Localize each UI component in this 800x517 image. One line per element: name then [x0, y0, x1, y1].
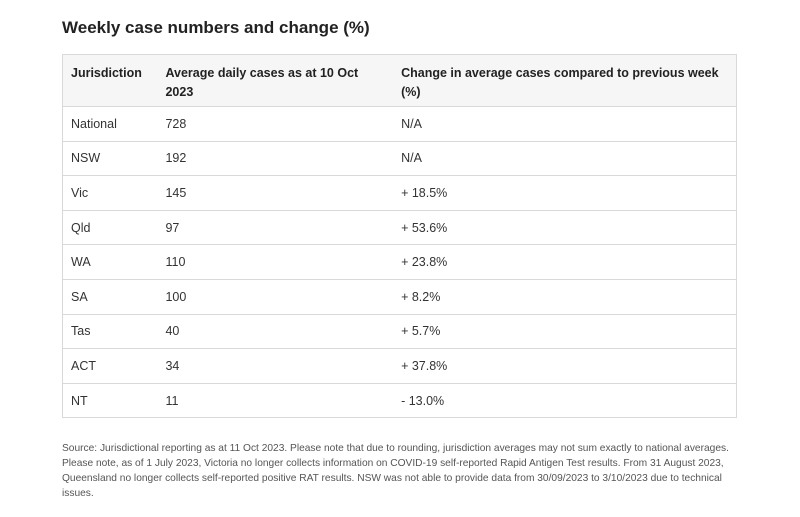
cell-average-cases: 40 — [157, 313, 394, 350]
cell-change: - 13.0% — [393, 382, 738, 419]
cell-average-cases: 100 — [157, 278, 394, 315]
case-numbers-table: Jurisdiction Average daily cases as at 1… — [62, 54, 738, 419]
cell-change: + 18.5% — [393, 175, 738, 211]
source-footnote: Source: Jurisdictional reporting as at 1… — [62, 443, 729, 499]
cell-change: + 5.7% — [393, 313, 738, 350]
cell-jurisdiction: SA — [62, 278, 158, 315]
table-row: SA 100 + 8.2% — [62, 278, 738, 315]
page-title: Weekly case numbers and change (%) — [62, 18, 370, 37]
cell-change: + 53.6% — [393, 209, 738, 246]
table-row: NSW 192 N/A — [62, 140, 738, 177]
header-jurisdiction: Jurisdiction — [62, 54, 158, 107]
cell-jurisdiction: WA — [62, 244, 158, 280]
cell-average-cases: 97 — [157, 209, 394, 246]
table-row: National 728 N/A — [62, 106, 738, 142]
cell-jurisdiction: ACT — [62, 348, 158, 384]
table-row: ACT 34 + 37.8% — [62, 348, 738, 384]
cell-average-cases: 11 — [157, 382, 394, 419]
table-row: NT 11 - 13.0% — [62, 382, 738, 419]
cell-jurisdiction: NT — [62, 382, 158, 419]
cell-jurisdiction: NSW — [62, 140, 158, 177]
cell-change: N/A — [393, 106, 738, 142]
cell-average-cases: 192 — [157, 140, 394, 177]
page-content: Weekly case numbers and change (%) Juris… — [62, 18, 738, 499]
cell-change: + 37.8% — [393, 348, 738, 384]
cell-jurisdiction: National — [62, 106, 158, 142]
table-header-row: Jurisdiction Average daily cases as at 1… — [62, 54, 738, 107]
header-change-percent: Change in average cases compared to prev… — [393, 54, 738, 107]
table-row: Vic 145 + 18.5% — [62, 175, 738, 211]
cell-average-cases: 34 — [157, 348, 394, 384]
cell-change: + 23.8% — [393, 244, 738, 280]
table-row: Qld 97 + 53.6% — [62, 209, 738, 246]
cell-jurisdiction: Tas — [62, 313, 158, 350]
table-row: WA 110 + 23.8% — [62, 244, 738, 280]
cell-change: + 8.2% — [393, 278, 738, 315]
cell-average-cases: 110 — [157, 244, 394, 280]
cell-average-cases: 145 — [157, 175, 394, 211]
cell-jurisdiction: Qld — [62, 209, 158, 246]
cell-average-cases: 728 — [157, 106, 394, 142]
cell-jurisdiction: Vic — [62, 175, 158, 211]
header-average-daily-cases: Average daily cases as at 10 Oct 2023 — [157, 54, 394, 107]
cell-change: N/A — [393, 140, 738, 177]
table-row: Tas 40 + 5.7% — [62, 313, 738, 350]
